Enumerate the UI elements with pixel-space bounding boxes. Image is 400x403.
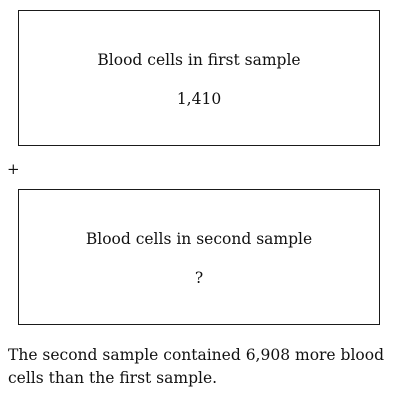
second-sample-value: ?: [19, 269, 379, 287]
plus-operator: +: [7, 160, 20, 178]
problem-statement: The second sample contained 6,908 more b…: [8, 344, 394, 390]
first-sample-value: 1,410: [19, 90, 379, 108]
first-sample-label: Blood cells in first sample: [19, 51, 379, 69]
first-sample-box: Blood cells in first sample 1,410: [18, 10, 380, 146]
second-sample-box: Blood cells in second sample ?: [18, 189, 380, 325]
second-sample-label: Blood cells in second sample: [19, 230, 379, 248]
